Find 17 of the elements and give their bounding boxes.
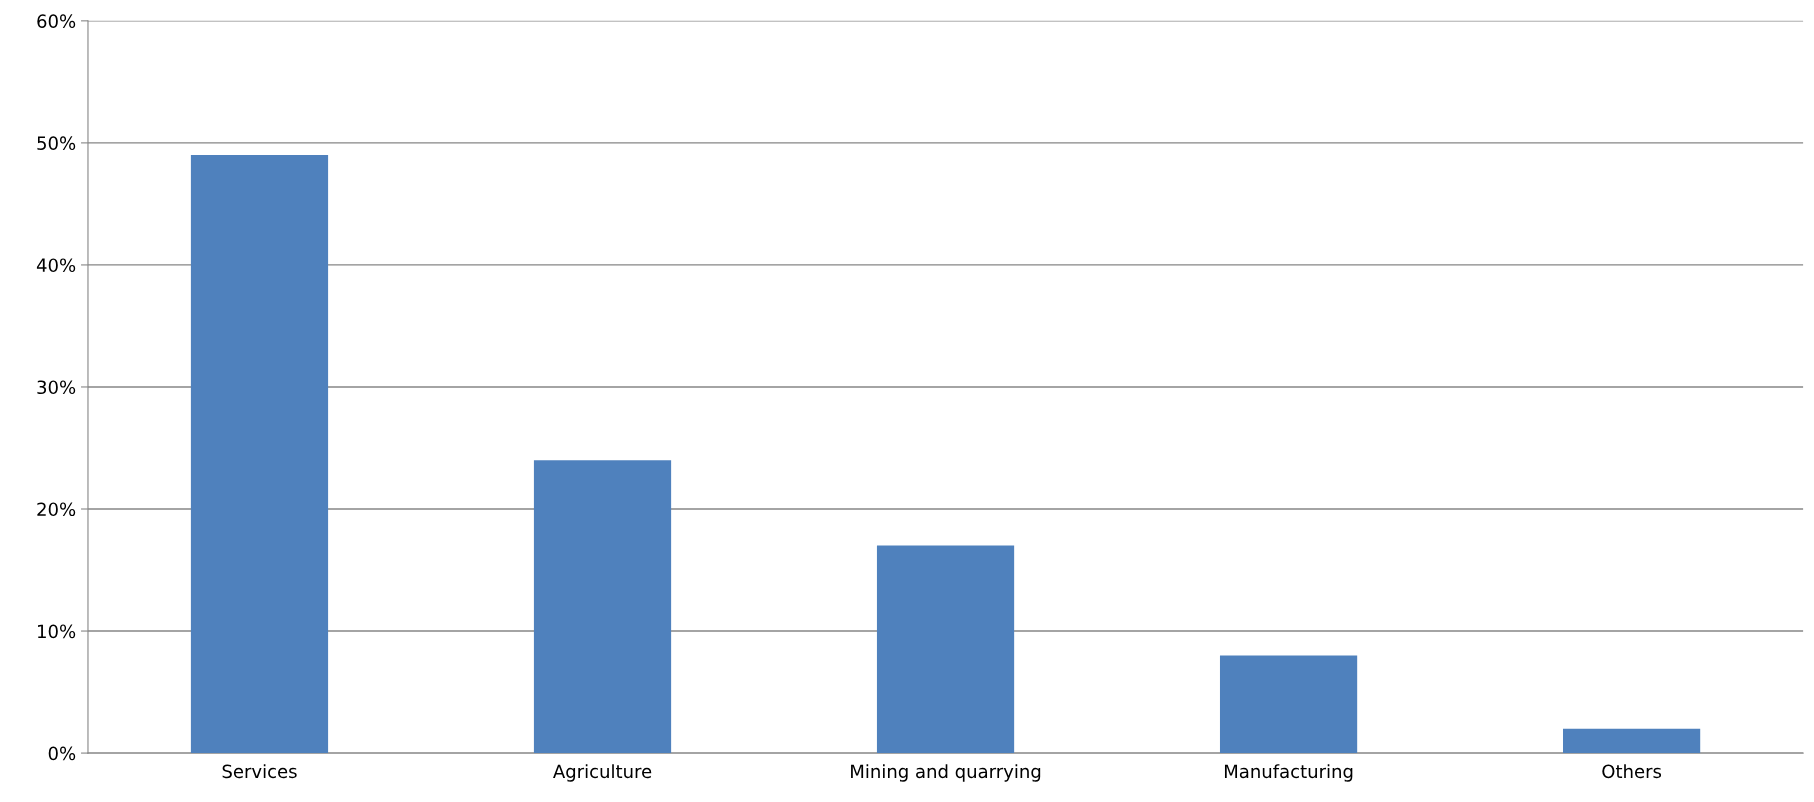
x-tick-label: Mining and quarrying <box>851 764 1041 782</box>
x-tick-label: Agriculture <box>553 764 652 782</box>
bar <box>1563 728 1701 754</box>
y-tick-label: 40% <box>36 258 76 273</box>
y-tick-label: 30% <box>37 380 76 395</box>
bar <box>876 545 1015 754</box>
x-tick-label: Others <box>1602 764 1662 779</box>
y-tick-label: 60% <box>37 14 76 28</box>
y-tick-label: 20% <box>37 502 76 517</box>
x-tick-label: Services <box>222 764 297 779</box>
y-tick-label: 10% <box>38 624 76 639</box>
y-tick-label: 50% <box>37 136 76 151</box>
bar <box>190 155 329 754</box>
bar <box>1219 655 1358 754</box>
bar <box>533 460 672 754</box>
x-tick-label: Manufacturing <box>1224 764 1353 782</box>
y-tick-label: 0% <box>48 746 76 761</box>
